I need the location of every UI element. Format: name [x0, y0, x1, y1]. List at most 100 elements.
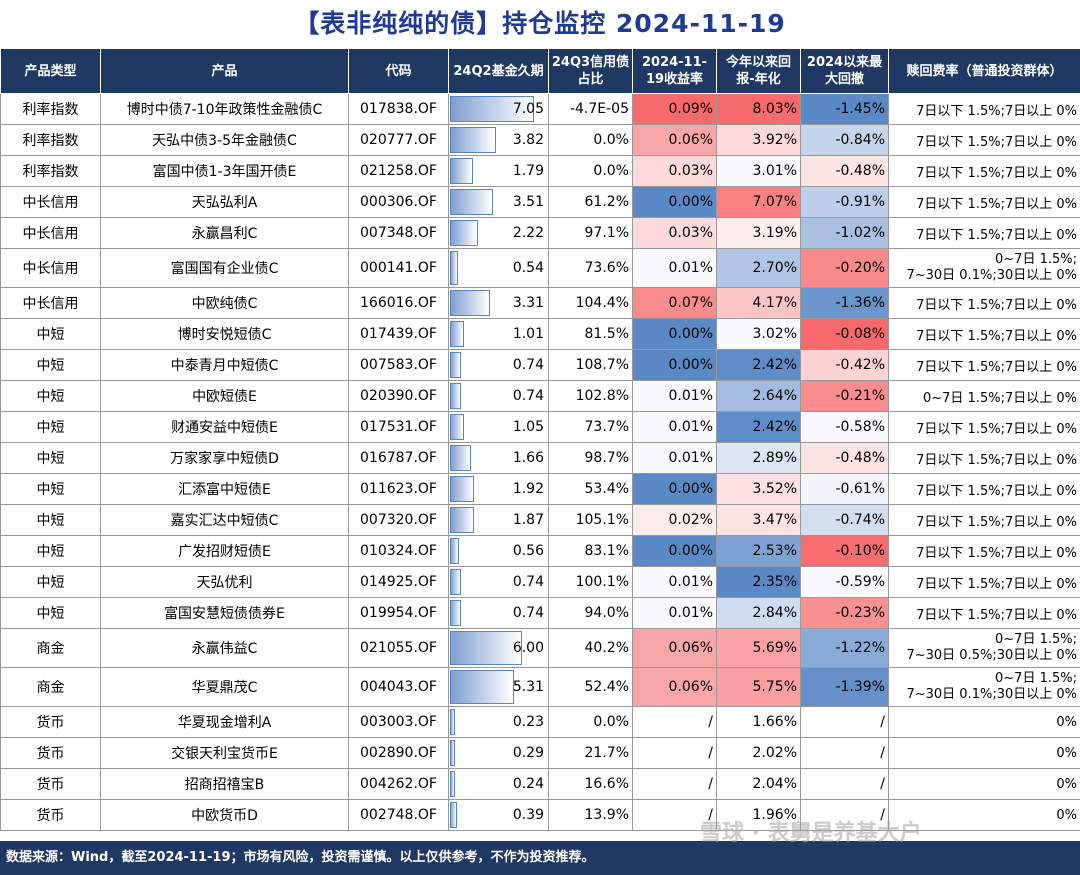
cell-product: 永赢昌利C — [100, 217, 349, 249]
cell-ytd: 2.89% — [716, 442, 801, 474]
cell-type: 利率指数 — [0, 124, 101, 156]
cell-ytd: 3.02% — [716, 318, 801, 350]
table-row: 中短 富国安慧短债债券E 019954.OF 0.74 94.0% 0.01% 2.84% -… — [0, 597, 1080, 629]
duration-value: 0.29 — [512, 745, 544, 761]
cell-type: 中长信用 — [0, 248, 101, 288]
col-header-return: 2024-11-19收益率 — [632, 48, 717, 94]
cell-product: 广发招财短债E — [100, 535, 349, 567]
cell-return: 0.01% — [632, 442, 717, 474]
cell-code: 021258.OF — [348, 155, 449, 187]
cell-max-drawdown: -0.84% — [800, 124, 889, 156]
duration-bar — [450, 189, 493, 215]
col-header-product: 产品 — [100, 48, 349, 94]
table-row: 商金 永赢伟益C 021055.OF 6.00 40.2% 0.06% 5.69% -1.22… — [0, 628, 1080, 668]
fee-line: 0~7日 1.5%; — [995, 252, 1077, 267]
fee-line: 7日以下 1.5%;7日以上 0% — [916, 483, 1077, 499]
table-row: 中短 万家家享中短债D 016787.OF 1.66 98.7% 0.01% 2.89% -0… — [0, 442, 1080, 474]
cell-duration: 0.74 — [448, 380, 549, 412]
cell-ytd: 2.35% — [716, 566, 801, 598]
cell-ytd: 1.96% — [716, 799, 801, 831]
cell-duration: 1.79 — [448, 155, 549, 187]
duration-bar — [450, 251, 458, 285]
holdings-table: 产品类型 产品 代码 24Q2基金久期 24Q3信用债占比 2024-11-19… — [0, 48, 1080, 831]
col-header-max-drawdown: 2024以来最大回撤 — [800, 48, 889, 94]
cell-credit-ratio: 83.1% — [548, 535, 633, 567]
duration-value: 0.24 — [512, 776, 544, 792]
cell-redemption-fee: 7日以下 1.5%;7日以上 0% — [888, 318, 1080, 350]
cell-code: 007583.OF — [348, 349, 449, 381]
cell-max-drawdown: -1.45% — [800, 93, 889, 125]
table-row: 中长信用 永赢昌利C 007348.OF 2.22 97.1% 0.03% 3.19% -1.… — [0, 217, 1080, 249]
cell-code: 017531.OF — [348, 411, 449, 443]
cell-product: 博时中债7-10年政策性金融债C — [100, 93, 349, 125]
cell-credit-ratio: 21.7% — [548, 737, 633, 769]
table-row: 中短 中泰青月中短债C 007583.OF 0.74 108.7% 0.00% 2.42% -… — [0, 349, 1080, 381]
cell-type: 货币 — [0, 706, 101, 738]
cell-redemption-fee: 7日以下 1.5%;7日以上 0% — [888, 186, 1080, 218]
cell-credit-ratio: 13.9% — [548, 799, 633, 831]
cell-product: 中欧纯债C — [100, 287, 349, 319]
fee-line: 7日以下 1.5%;7日以上 0% — [916, 452, 1077, 468]
cell-credit-ratio: 94.0% — [548, 597, 633, 629]
duration-bar — [450, 127, 496, 153]
cell-return: 0.03% — [632, 217, 717, 249]
cell-ytd: 2.02% — [716, 737, 801, 769]
cell-product: 富国安慧短债债券E — [100, 597, 349, 629]
fee-line: 0% — [1056, 714, 1077, 730]
cell-credit-ratio: 40.2% — [548, 628, 633, 668]
cell-max-drawdown: -0.59% — [800, 566, 889, 598]
cell-code: 000141.OF — [348, 248, 449, 288]
cell-max-drawdown: -0.74% — [800, 504, 889, 536]
duration-bar — [450, 538, 459, 564]
cell-type: 中短 — [0, 566, 101, 598]
cell-redemption-fee: 0~7日 1.5%;7日以上 0% — [888, 380, 1080, 412]
cell-max-drawdown: / — [800, 706, 889, 738]
cell-return: 0.06% — [632, 628, 717, 668]
table-row: 货币 招商招禧宝B 004262.OF 0.24 16.6%/2.04%/0% — [0, 768, 1080, 800]
cell-credit-ratio: 105.1% — [548, 504, 633, 536]
cell-duration: 5.31 — [448, 667, 549, 707]
fee-line: 7日以下 1.5%;7日以上 0% — [916, 576, 1077, 592]
fee-line: 0% — [1056, 807, 1077, 823]
cell-redemption-fee: 7日以下 1.5%;7日以上 0% — [888, 411, 1080, 443]
table-row: 中短 天弘优利 014925.OF 0.74 100.1% 0.01% 2.35% -0.59… — [0, 566, 1080, 598]
col-header-redemption-fee: 赎回费率（普通投资群体） — [888, 48, 1080, 94]
cell-max-drawdown: -0.21% — [800, 380, 889, 412]
cell-return: 0.06% — [632, 667, 717, 707]
cell-redemption-fee: 0% — [888, 799, 1080, 831]
cell-ytd: 2.53% — [716, 535, 801, 567]
cell-max-drawdown: / — [800, 799, 889, 831]
duration-bar — [450, 507, 474, 533]
cell-credit-ratio: 104.4% — [548, 287, 633, 319]
duration-value: 0.74 — [512, 388, 544, 404]
fee-line: 7日以下 1.5%;7日以上 0% — [916, 421, 1077, 437]
fee-line: 7日以下 1.5%;7日以上 0% — [916, 134, 1077, 150]
cell-type: 利率指数 — [0, 93, 101, 125]
cell-max-drawdown: -1.22% — [800, 628, 889, 668]
table-row: 货币 交银天利宝货币E 002890.OF 0.29 21.7%/2.02%/0% — [0, 737, 1080, 769]
cell-credit-ratio: 0.0% — [548, 124, 633, 156]
cell-redemption-fee: 0% — [888, 737, 1080, 769]
cell-code: 021055.OF — [348, 628, 449, 668]
cell-duration: 2.22 — [448, 217, 549, 249]
fee-line: 7日以下 1.5%;7日以上 0% — [916, 297, 1077, 313]
fee-line: 7日以下 1.5%;7日以上 0% — [916, 227, 1077, 243]
cell-ytd: 2.64% — [716, 380, 801, 412]
cell-credit-ratio: 73.7% — [548, 411, 633, 443]
duration-value: 0.54 — [512, 260, 544, 276]
cell-code: 002890.OF — [348, 737, 449, 769]
cell-product: 中泰青月中短债C — [100, 349, 349, 381]
duration-value: 1.92 — [512, 481, 544, 497]
cell-product: 永赢伟益C — [100, 628, 349, 668]
cell-credit-ratio: 102.8% — [548, 380, 633, 412]
cell-type: 中短 — [0, 411, 101, 443]
cell-redemption-fee: 7日以下 1.5%;7日以上 0% — [888, 597, 1080, 629]
cell-product: 华夏鼎茂C — [100, 667, 349, 707]
duration-bar — [450, 445, 471, 471]
duration-value: 0.74 — [512, 605, 544, 621]
cell-type: 货币 — [0, 768, 101, 800]
fee-line: 7日以下 1.5%;7日以上 0% — [916, 165, 1077, 181]
fee-line: 7日以下 1.5%;7日以上 0% — [916, 359, 1077, 375]
fee-line: 7日以下 1.5%;7日以上 0% — [916, 514, 1077, 530]
cell-ytd: 2.42% — [716, 411, 801, 443]
